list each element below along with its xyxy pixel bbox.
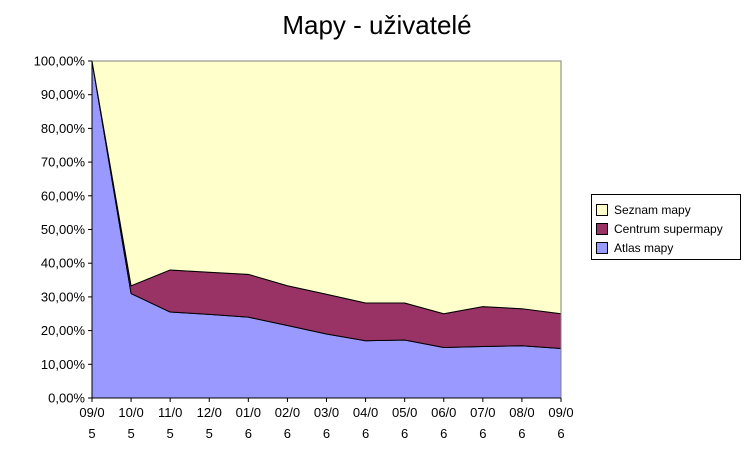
x-tick-label: 02/0 bbox=[275, 405, 300, 420]
legend-item-centrum: Centrum supermapy bbox=[596, 219, 740, 238]
x-tick-label-line2: 6 bbox=[557, 426, 564, 441]
y-tick-label: 100,00% bbox=[34, 54, 86, 69]
x-tick-label: 03/0 bbox=[314, 405, 339, 420]
y-tick-label: 70,00% bbox=[41, 155, 86, 170]
x-tick-label-line2: 6 bbox=[284, 426, 291, 441]
y-tick-label: 90,00% bbox=[41, 87, 86, 102]
x-tick-label-line2: 6 bbox=[245, 426, 252, 441]
x-tick-label-line2: 6 bbox=[479, 426, 486, 441]
x-tick-label: 12/0 bbox=[197, 405, 222, 420]
y-tick-label: 60,00% bbox=[41, 188, 86, 203]
x-tick-label: 06/0 bbox=[431, 405, 456, 420]
x-tick-label-line2: 5 bbox=[127, 426, 134, 441]
x-tick-label-line2: 6 bbox=[362, 426, 369, 441]
x-tick-label: 11/0 bbox=[158, 405, 182, 420]
y-tick-label: 80,00% bbox=[41, 121, 86, 136]
legend: Seznam mapy Centrum supermapy Atlas mapy bbox=[591, 194, 741, 260]
y-tick-label: 30,00% bbox=[41, 289, 86, 304]
legend-swatch-atlas bbox=[596, 241, 608, 254]
x-tick-label: 08/0 bbox=[509, 405, 534, 420]
x-tick-label-line2: 6 bbox=[518, 426, 525, 441]
legend-label-atlas: Atlas mapy bbox=[614, 240, 674, 255]
x-tick-label-line2: 5 bbox=[88, 426, 95, 441]
x-tick-label: 07/0 bbox=[470, 405, 495, 420]
x-tick-label-line2: 5 bbox=[206, 426, 213, 441]
x-tick-label: 09/0 bbox=[79, 405, 104, 420]
y-tick-label: 0,00% bbox=[48, 391, 85, 406]
x-tick-label-line2: 6 bbox=[440, 426, 447, 441]
x-tick-label-line2: 6 bbox=[401, 426, 408, 441]
chart-title: Mapy - uživatelé bbox=[282, 10, 472, 40]
x-tick-label: 05/0 bbox=[392, 405, 417, 420]
legend-label-centrum: Centrum supermapy bbox=[614, 221, 723, 236]
x-tick-label: 04/0 bbox=[353, 405, 378, 420]
y-tick-label: 10,00% bbox=[41, 357, 86, 372]
y-tick-label: 50,00% bbox=[41, 222, 86, 237]
legend-swatch-seznam bbox=[596, 203, 608, 216]
y-tick-label: 20,00% bbox=[41, 323, 86, 338]
legend-item-atlas: Atlas mapy bbox=[596, 238, 740, 257]
x-tick-label: 01/0 bbox=[236, 405, 261, 420]
legend-item-seznam: Seznam mapy bbox=[596, 200, 740, 219]
x-tick-label: 10/0 bbox=[118, 405, 143, 420]
y-tick-label: 40,00% bbox=[41, 256, 86, 271]
legend-label-seznam: Seznam mapy bbox=[614, 202, 691, 217]
x-tick-label-line2: 6 bbox=[323, 426, 330, 441]
x-tick-label-line2: 5 bbox=[167, 426, 174, 441]
legend-swatch-centrum bbox=[596, 222, 608, 235]
x-tick-label: 09/0 bbox=[548, 405, 573, 420]
